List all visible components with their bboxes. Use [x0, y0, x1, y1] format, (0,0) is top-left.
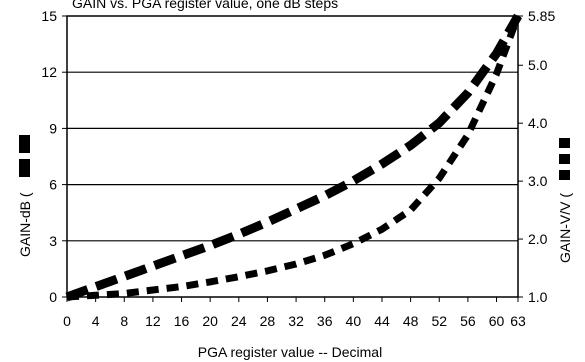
y-left-tick-label: 0: [49, 289, 57, 305]
y-left-tick-label: 6: [49, 177, 57, 193]
x-tick-label: 8: [120, 313, 128, 329]
y-right-tick-label: 5.85: [528, 8, 555, 24]
x-axis-label: PGA register value -- Decimal: [198, 344, 382, 360]
grid-lines: [67, 71, 518, 242]
x-tick-label: 32: [288, 313, 304, 329]
y-right-tick-label: 1.0: [528, 289, 548, 305]
x-tick-label: 60: [489, 313, 505, 329]
y-right-tick-label: 2.0: [528, 231, 548, 247]
x-tick-label: 48: [403, 313, 419, 329]
x-tick-label: 63: [510, 313, 526, 329]
x-tick-label: 20: [202, 313, 218, 329]
x-tick-label: 40: [346, 313, 362, 329]
y-left-tick-label: 15: [41, 8, 57, 24]
y-right-tick-labels: 1.0 2.0 3.0 4.0 5.0 5.85: [518, 8, 555, 305]
x-tick-label: 44: [374, 313, 390, 329]
y-right-tick-label: 3.0: [528, 173, 548, 189]
series-group: [65, 13, 522, 302]
y-right-tick-label: 5.0: [528, 57, 548, 73]
x-tick-labels: 0 4 8 12 16 20 24 28 32 36 40 44 48 52 56 60 63: [63, 297, 526, 329]
x-tick-label: 56: [460, 313, 476, 329]
y-left-tick-label: 3: [49, 233, 57, 249]
x-tick-label: 12: [145, 313, 161, 329]
x-tick-label: 4: [92, 313, 100, 329]
y-left-tick-label: 12: [41, 64, 57, 80]
series-line-long-dash: [65, 13, 522, 302]
axes: [66, 15, 519, 298]
chart-title: GAIN vs. PGA register value, one dB step…: [72, 0, 338, 11]
legend-short-dash-marker-2: [559, 154, 570, 164]
y-right-axis-label: GAIN-V/V (: [557, 193, 573, 263]
legend-long-dash-marker-2: [19, 135, 30, 153]
y-right-tick-label: 4.0: [528, 115, 548, 131]
x-tick-label: 28: [260, 313, 276, 329]
x-tick-label: 52: [431, 313, 447, 329]
plot-frame: [66, 15, 519, 298]
x-tick-label: 24: [231, 313, 247, 329]
y-left-tick-label: 9: [49, 120, 57, 136]
y-left-axis-label: GAIN-dB (: [17, 192, 33, 257]
y-right-axis-title: GAIN-V/V (: [557, 138, 573, 263]
legend-short-dash-marker: [559, 170, 570, 180]
x-tick-label: 16: [174, 313, 190, 329]
x-tick-label: 0: [63, 313, 71, 329]
y-left-axis-title: GAIN-dB (: [17, 135, 33, 257]
legend-short-dash-marker-3: [559, 138, 570, 148]
legend-long-dash-marker: [19, 159, 30, 177]
series-line-short-dash: [66, 14, 522, 301]
x-tick-label: 36: [317, 313, 333, 329]
y-left-tick-labels: 0 3 6 9 12 15: [41, 8, 67, 305]
